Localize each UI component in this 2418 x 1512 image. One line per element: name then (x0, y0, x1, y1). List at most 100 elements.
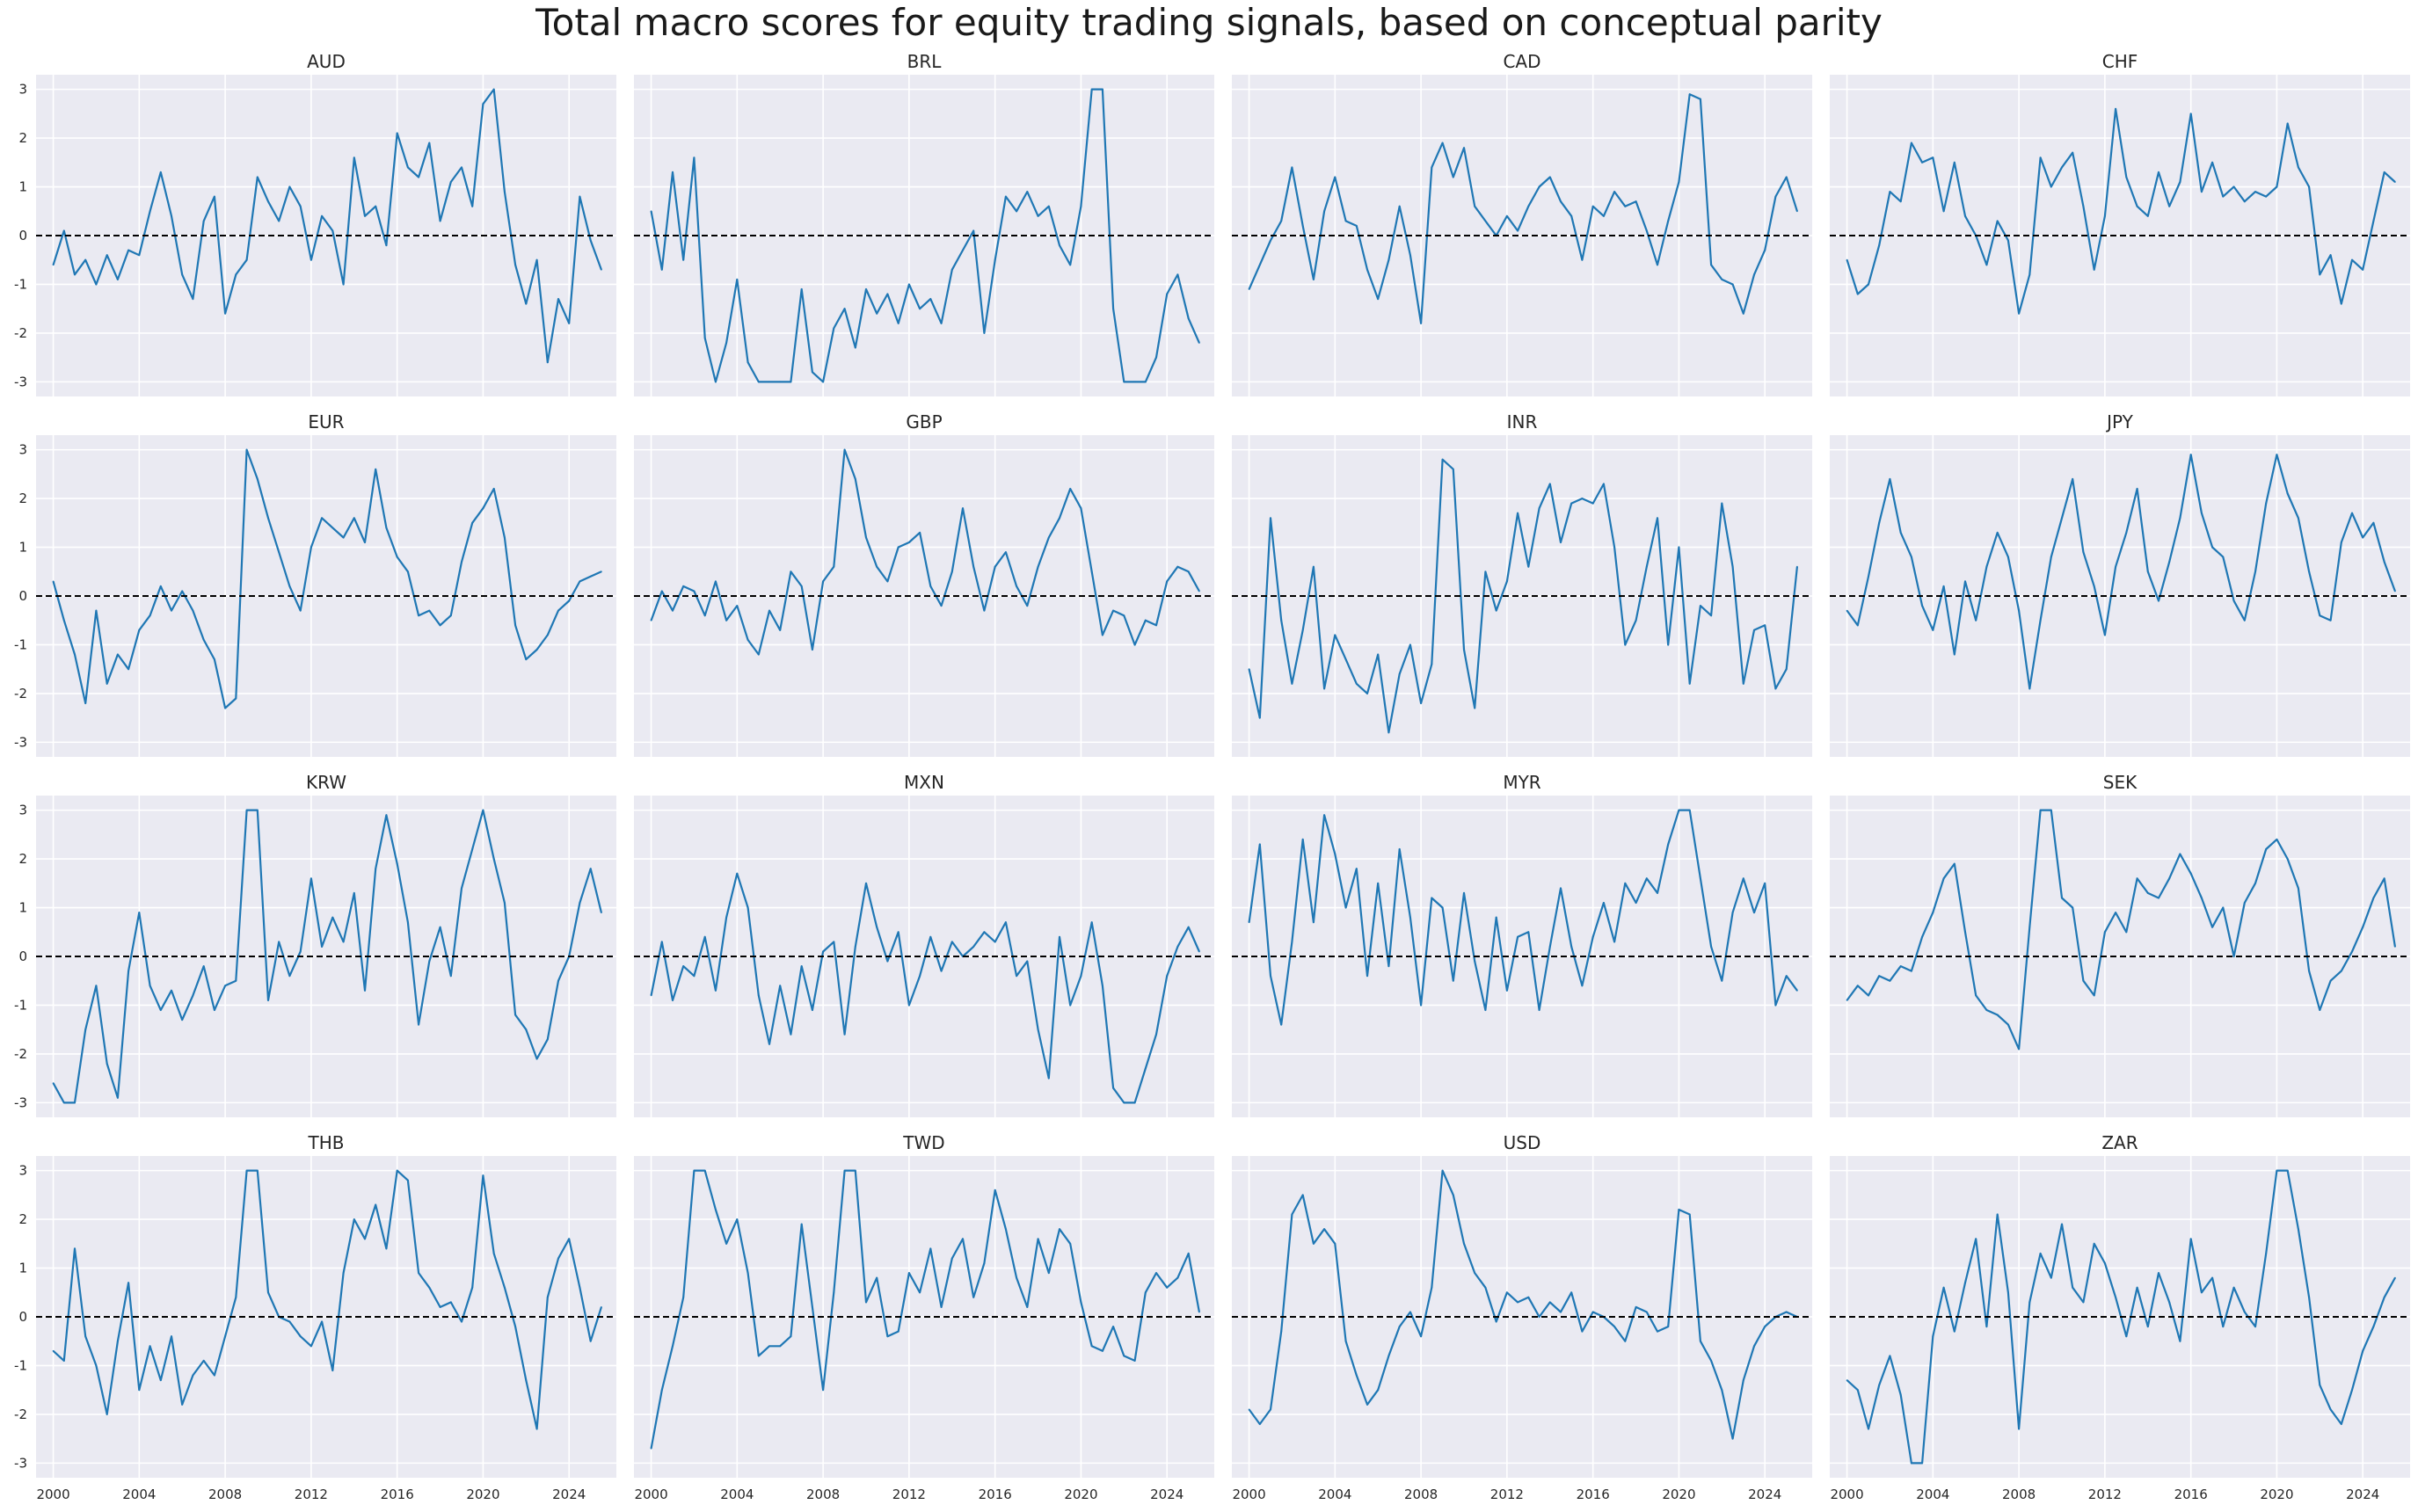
data-point (1080, 1301, 1082, 1304)
data-point (2039, 809, 2042, 811)
data-point (2189, 1238, 2192, 1240)
data-point (127, 1282, 130, 1284)
data-point (342, 941, 345, 943)
data-point (929, 298, 932, 300)
data-point (407, 166, 409, 169)
data-point (897, 1330, 899, 1333)
data-point (482, 809, 484, 811)
data-point (2061, 517, 2063, 520)
panel-title: MXN (904, 772, 944, 793)
data-point (601, 268, 602, 271)
data-point (962, 507, 964, 510)
data-point (2372, 1326, 2375, 1327)
data-point (375, 205, 377, 207)
data-point (919, 975, 921, 978)
data-point (1176, 273, 1179, 276)
data-point (715, 989, 717, 992)
data-point (439, 624, 441, 627)
data-point (1452, 1194, 1454, 1196)
data-point (235, 1296, 237, 1298)
data-point (2340, 1423, 2342, 1425)
data-point (1764, 882, 1766, 884)
data-point (1037, 565, 1039, 568)
y-tick-label: 1 (18, 540, 27, 556)
data-point (2028, 926, 2031, 928)
data-point (127, 668, 130, 671)
data-point (557, 979, 559, 982)
series-line-usd (1248, 1169, 1798, 1440)
data-point (812, 371, 813, 374)
y-tick-label: -3 (14, 734, 27, 750)
data-point (1069, 1004, 1072, 1007)
data-point (267, 1291, 269, 1294)
data-point (682, 258, 685, 261)
data-point (1688, 682, 1691, 685)
data-point (1144, 381, 1147, 383)
data-point (74, 653, 76, 656)
data-point (2276, 454, 2278, 456)
data-point (1187, 926, 1190, 928)
data-point (1198, 950, 1200, 953)
panel-title: GBP (906, 411, 942, 433)
data-point (1506, 580, 1508, 583)
data-point (1198, 1311, 1200, 1313)
data-point (1198, 590, 1200, 592)
data-point (568, 1238, 571, 1240)
data-point (950, 941, 953, 943)
data-point (886, 580, 889, 583)
data-point (1785, 668, 1788, 671)
data-point (2276, 185, 2278, 188)
data-point (2201, 191, 2203, 193)
data-point (2340, 302, 2342, 305)
data-point (1953, 161, 1956, 164)
data-point (994, 941, 996, 943)
data-point (353, 1218, 355, 1220)
data-point (171, 989, 172, 992)
data-point (546, 1038, 549, 1041)
data-point (897, 322, 899, 324)
data-point (1248, 288, 1250, 290)
data-point (535, 1058, 538, 1060)
data-point (2383, 561, 2385, 563)
data-point (1474, 960, 1476, 963)
data-point (1996, 532, 1999, 534)
data-point (579, 902, 581, 904)
data-point (299, 1335, 302, 1338)
data-point (321, 517, 323, 520)
data-point (1921, 1462, 1924, 1465)
data-point (504, 191, 506, 193)
data-point (2115, 107, 2117, 110)
y-tick-label: 2 (18, 130, 27, 146)
data-point (214, 658, 215, 660)
data-point (235, 697, 237, 700)
data-point (1721, 279, 1723, 280)
data-point (650, 994, 652, 997)
data-point (1155, 356, 1157, 359)
data-point (757, 1355, 760, 1357)
y-tick-label: 2 (18, 1211, 27, 1227)
data-point (1996, 220, 1999, 222)
data-point (95, 609, 98, 612)
data-point (2340, 542, 2342, 543)
x-tick-label: 2024 (1150, 1487, 1184, 1502)
data-point (1975, 1238, 1977, 1240)
data-point (2372, 521, 2375, 524)
data-point (525, 1029, 528, 1031)
data-point (1431, 166, 1433, 169)
data-point (288, 585, 291, 587)
data-point (747, 639, 749, 641)
data-point (1495, 916, 1497, 919)
data-point (660, 941, 663, 943)
y-tick-label: 2 (18, 491, 27, 506)
data-point (1463, 147, 1465, 149)
y-tick-label: -3 (14, 1094, 27, 1110)
data-point (1016, 975, 1017, 978)
data-point (1323, 814, 1325, 817)
data-point (1657, 517, 1658, 520)
y-tick-label: 1 (18, 179, 27, 195)
data-point (579, 580, 581, 583)
data-point (2189, 113, 2192, 115)
data-point (2018, 1428, 2021, 1430)
data-point (2362, 1349, 2364, 1352)
